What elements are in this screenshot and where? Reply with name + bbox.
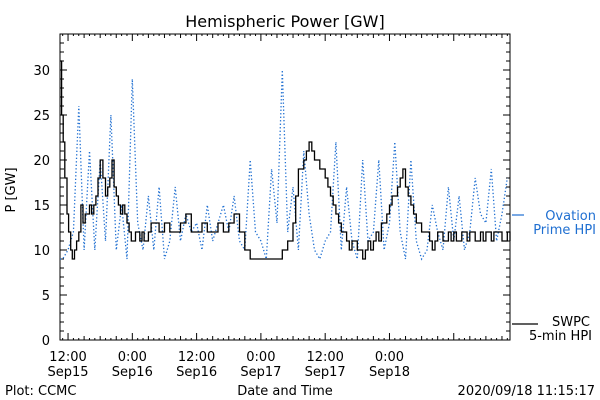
plot-source-label: Plot: CCMC — [5, 384, 76, 399]
chart-title: Hemispheric Power [GW] — [185, 12, 384, 31]
y-tick-label: 20 — [33, 154, 50, 169]
x-tick-date-label: Sep17 — [240, 365, 281, 380]
y-tick-label: 15 — [33, 199, 50, 214]
x-tick-time-label: 12:00 — [49, 350, 86, 365]
y-tick-label: 25 — [33, 109, 50, 124]
x-tick-time-label: 0:00 — [246, 350, 275, 365]
series-swpc-5min-hpi — [60, 60, 511, 260]
x-tick-time-label: 12:00 — [306, 350, 343, 365]
legend-ovation: Ovation Prime HPI — [512, 209, 596, 238]
timestamp-label: 2020/09/18 11:15:17 — [458, 384, 595, 399]
legend-swpc-line2: 5-min HPI — [529, 329, 592, 344]
legend-swpc-line1: SWPC — [552, 315, 590, 330]
x-tick-time-label: 12:00 — [178, 350, 215, 365]
y-tick-label: 0 — [42, 334, 50, 349]
legend-ovation-line1: Ovation — [545, 209, 596, 224]
y-tick-label: 30 — [33, 64, 50, 79]
y-axis-label: P [GW] — [4, 167, 19, 212]
plot-frame — [59, 33, 511, 341]
plot-area — [59, 33, 511, 341]
y-tick-label: 10 — [33, 244, 50, 259]
x-tick-time-label: 0:00 — [375, 350, 404, 365]
legend-ovation-line2: Prime HPI — [533, 223, 596, 238]
x-tick-date-label: Sep17 — [305, 365, 346, 380]
x-tick-date-label: Sep16 — [112, 365, 153, 380]
axis-ticks: 05101520253012:00Sep150:00Sep1612:00Sep1… — [33, 33, 510, 380]
y-tick-label: 5 — [42, 289, 50, 304]
x-tick-date-label: Sep18 — [369, 365, 410, 380]
series-lines — [60, 60, 511, 261]
x-tick-date-label: Sep15 — [48, 365, 89, 380]
x-tick-time-label: 0:00 — [118, 350, 147, 365]
legend-swpc: SWPC 5-min HPI — [512, 315, 592, 344]
series-ovation-prime-hpi — [60, 69, 508, 261]
x-tick-date-label: Sep16 — [176, 365, 217, 380]
x-axis-label: Date and Time — [237, 384, 333, 399]
